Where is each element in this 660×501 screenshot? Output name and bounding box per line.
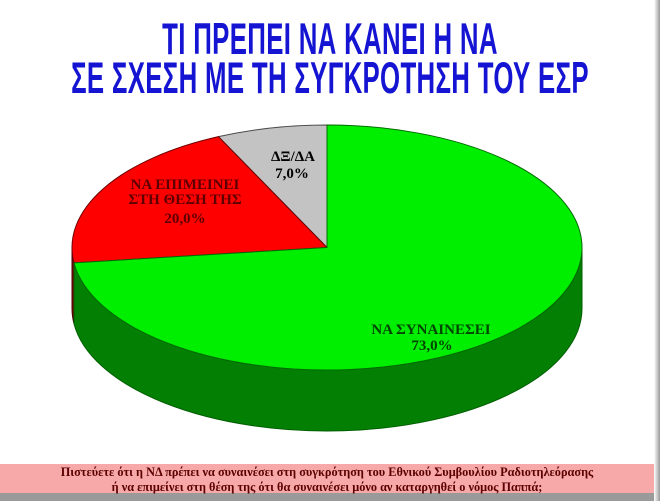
svg-text:7,0%: 7,0% bbox=[275, 166, 309, 182]
svg-text:ΣΤΗ ΘΕΣΗ ΤΗΣ: ΣΤΗ ΘΕΣΗ ΤΗΣ bbox=[128, 192, 242, 208]
svg-text:ΝΑ ΕΠΙΜΕΙΝΕΙ: ΝΑ ΕΠΙΜΕΙΝΕΙ bbox=[131, 177, 240, 193]
svg-text:73,0%: 73,0% bbox=[411, 338, 452, 354]
svg-text:20,0%: 20,0% bbox=[164, 211, 205, 227]
svg-text:ΔΞ/ΔΑ: ΔΞ/ΔΑ bbox=[271, 149, 315, 165]
svg-text:ΝΑ ΣΥΝΑΙΝΕΣΕΙ: ΝΑ ΣΥΝΑΙΝΕΣΕΙ bbox=[371, 322, 490, 338]
